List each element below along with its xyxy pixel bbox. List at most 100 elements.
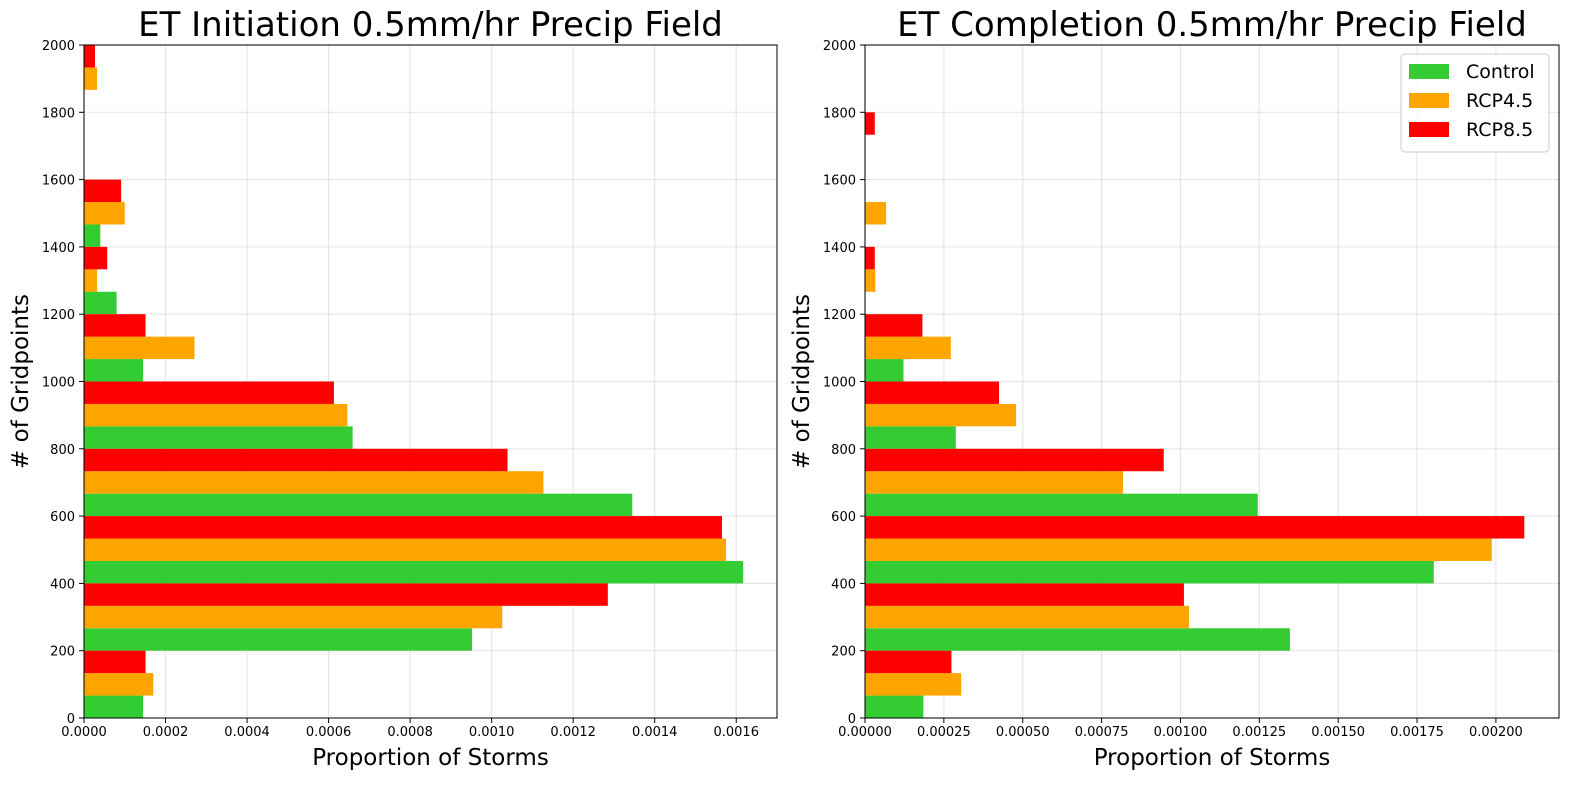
- y-tick-label: 2000: [42, 39, 75, 54]
- chart-title: ET Initiation 0.5mm/hr Precip Field: [138, 5, 723, 45]
- bar-rcp85: [865, 583, 1184, 606]
- x-tick-label: 0.0012: [550, 725, 596, 740]
- bar-rcp45: [84, 202, 125, 225]
- y-tick-label: 1200: [823, 308, 856, 323]
- y-tick-label: 800: [831, 443, 856, 458]
- bar-control: [84, 291, 117, 315]
- y-tick-label: 400: [831, 577, 856, 592]
- bar-control: [865, 695, 924, 718]
- bar-rcp85: [865, 314, 923, 337]
- legend-swatch: [1409, 122, 1449, 137]
- bar-rcp85: [84, 246, 108, 270]
- bar-control: [84, 493, 633, 517]
- bar-rcp45: [84, 336, 195, 360]
- bar-control: [865, 493, 1258, 517]
- x-tick-label: 0.00000: [838, 725, 892, 740]
- bar-rcp45: [84, 538, 727, 561]
- bar-rcp85: [84, 381, 334, 404]
- bar-rcp85: [84, 583, 608, 606]
- y-tick-label: 600: [50, 510, 75, 525]
- plot-frame: [83, 44, 778, 719]
- x-tick-label: 0.00150: [1311, 725, 1365, 740]
- y-tick-label: 1600: [42, 174, 75, 189]
- bar-rcp85: [865, 381, 1000, 404]
- bar-rcp45: [865, 403, 1017, 427]
- y-tick-label: 1000: [823, 376, 856, 391]
- bar-rcp45: [865, 269, 876, 292]
- y-axis-label: # of Gridpoints: [8, 294, 34, 469]
- x-tick-label: 0.00125: [1232, 725, 1286, 740]
- initiation-chart: 0.0000 0.0002 0.0004 0.0006 0.0008 0.0010 0.00…: [8, 5, 778, 771]
- bar-rcp45: [865, 673, 962, 696]
- y-tick-label: 200: [831, 645, 856, 660]
- bar-control: [84, 426, 353, 449]
- bar-control: [84, 695, 144, 718]
- bar-rcp45: [84, 673, 154, 696]
- y-tick-label: 1600: [823, 174, 856, 189]
- y-tick-label: 1800: [823, 106, 856, 121]
- x-tick-label: 0.0014: [632, 725, 678, 740]
- bar-rcp85: [865, 650, 952, 674]
- x-tick-label: 0.0000: [61, 725, 107, 740]
- bar-rcp45: [84, 269, 98, 292]
- y-tick-label: 1400: [823, 241, 856, 256]
- x-tick-label: 0.0008: [387, 725, 433, 740]
- bar-control: [865, 628, 1290, 651]
- bar-rcp45: [84, 403, 348, 427]
- y-tick-label: 1200: [42, 308, 75, 323]
- x-tick-label: 0.00050: [996, 725, 1050, 740]
- bar-control: [865, 359, 904, 382]
- legend-swatch: [1409, 64, 1449, 79]
- x-tick-label: 0.0002: [143, 725, 189, 740]
- y-tick-label: 1000: [42, 376, 75, 391]
- bar-rcp85: [84, 650, 146, 674]
- bar-rcp45: [84, 67, 98, 90]
- y-tick-label: 200: [50, 645, 75, 660]
- bar-rcp45: [865, 471, 1124, 494]
- completion-chart: 0.00000 0.00025 0.00050 0.00075 0.00100 0.001…: [789, 5, 1560, 771]
- x-tick-label: 0.0006: [306, 725, 352, 740]
- x-tick-label: 0.00200: [1469, 725, 1523, 740]
- x-axis-label: Proportion of Storms: [312, 745, 549, 771]
- bar-rcp45: [84, 471, 544, 494]
- bar-rcp45: [865, 202, 887, 225]
- bar-rcp45: [865, 605, 1189, 629]
- bar-rcp45: [865, 336, 951, 360]
- bar-rcp85: [865, 246, 875, 270]
- y-tick-label: 600: [831, 510, 856, 525]
- y-axis-label: # of Gridpoints: [789, 294, 815, 469]
- plot-frame: [864, 44, 1560, 719]
- bar-rcp85: [84, 179, 122, 203]
- y-tick-label: 400: [50, 577, 75, 592]
- y-tick-label: 1800: [42, 106, 75, 121]
- bar-rcp85: [84, 45, 96, 68]
- y-tick-label: 2000: [823, 39, 856, 54]
- legend-label: Control: [1466, 61, 1535, 83]
- legend-swatch: [1409, 93, 1449, 108]
- y-tick-label: 0: [848, 712, 856, 727]
- bar-control: [84, 628, 473, 651]
- y-tick-label: 0: [67, 712, 75, 727]
- x-tick-label: 0.00075: [1075, 725, 1129, 740]
- bar-rcp85: [84, 516, 722, 539]
- bar-rcp85: [84, 314, 146, 337]
- bar-control: [84, 359, 144, 382]
- x-tick-label: 0.00175: [1390, 725, 1444, 740]
- x-tick-label: 0.00025: [917, 725, 971, 740]
- x-tick-label: 0.0016: [713, 725, 759, 740]
- x-axis-label: Proportion of Storms: [1094, 745, 1331, 771]
- bar-rcp45: [865, 538, 1492, 561]
- y-tick-label: 800: [50, 443, 75, 458]
- legend-label: RCP4.5: [1466, 90, 1533, 112]
- bar-rcp45: [84, 605, 503, 629]
- bar-rcp85: [865, 112, 875, 135]
- chart-title: ET Completion 0.5mm/hr Precip Field: [897, 5, 1527, 45]
- bar-rcp85: [865, 516, 1525, 539]
- bar-rcp85: [84, 448, 508, 472]
- bar-control: [865, 560, 1434, 584]
- y-tick-label: 1400: [42, 241, 75, 256]
- bar-control: [865, 426, 956, 449]
- x-tick-label: 0.0004: [224, 725, 270, 740]
